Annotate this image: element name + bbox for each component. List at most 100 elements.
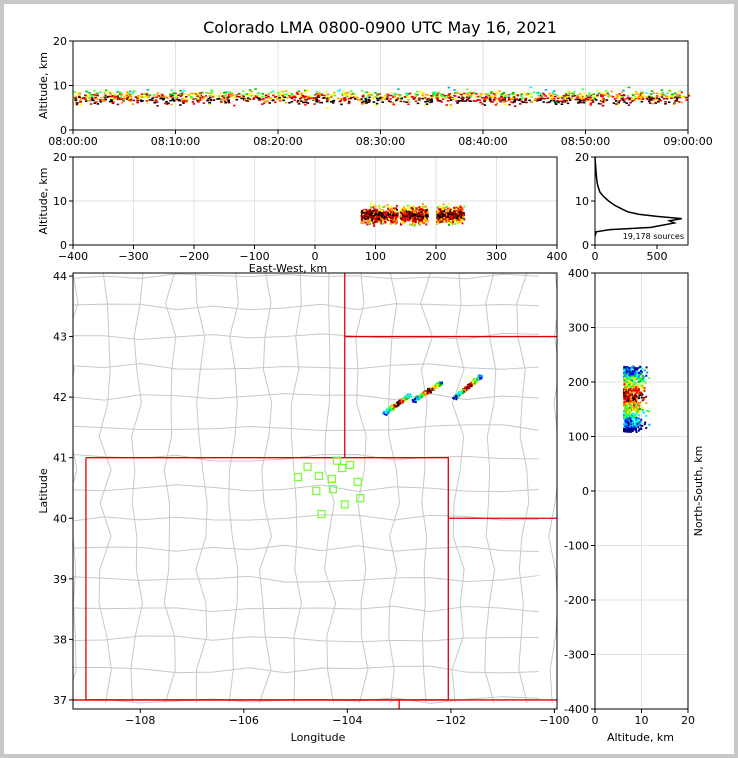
ew-altitude-source: [408, 205, 411, 208]
ew-altitude-source: [411, 208, 414, 211]
time-altitude-source: [667, 90, 670, 93]
altitude-ns-source: [630, 373, 633, 376]
ew-altitude-source: [419, 207, 422, 210]
time-altitude-source: [332, 91, 336, 94]
time-altitude-source: [272, 94, 275, 97]
time-altitude-source: [456, 100, 460, 103]
altitude-ns-source: [637, 406, 640, 409]
time-altitude-source: [209, 96, 212, 99]
time-altitude-source: [120, 93, 124, 95]
time-altitude-source: [337, 97, 340, 100]
time-altitude-source: [376, 99, 380, 102]
time-altitude-source: [126, 96, 129, 99]
time-altitude-source: [227, 95, 231, 97]
time-altitude-source: [493, 96, 497, 99]
time-altitude-source: [211, 96, 215, 99]
time-altitude-source: [112, 98, 115, 101]
altitude-ns-source: [642, 382, 645, 385]
altitude-ns-source: [630, 375, 633, 378]
time-altitude-source: [622, 94, 626, 96]
time-altitude-source: [631, 98, 634, 101]
time-altitude-source: [530, 101, 534, 103]
time-altitude-source: [153, 101, 157, 104]
ew-altitude-source: [461, 214, 464, 217]
storm-source: [386, 410, 389, 413]
time-altitude-source: [189, 96, 193, 98]
time-altitude-source: [563, 101, 567, 103]
county-line: [73, 605, 539, 613]
time-altitude-source: [140, 93, 144, 95]
time-altitude-source: [664, 103, 667, 105]
ew-altitude-source: [457, 205, 460, 208]
time-altitude-source: [356, 96, 359, 99]
ew-altitude-source: [399, 211, 402, 214]
time-altitude-source: [394, 99, 398, 102]
ew-altitude-source: [455, 209, 458, 212]
time-altitude-source: [430, 100, 433, 102]
ew-altitude-source: [367, 216, 370, 219]
time-altitude-source: [114, 97, 118, 100]
time-altitude-source: [674, 93, 678, 96]
county-line: [73, 393, 539, 401]
time-altitude-source: [440, 101, 443, 103]
time-altitude-source: [591, 99, 594, 102]
time-altitude-source: [74, 95, 78, 97]
altitude-ns-source: [627, 392, 630, 395]
altitude-ns-source: [623, 422, 626, 425]
altitude-ns-source: [638, 374, 641, 377]
county-line: [290, 273, 303, 703]
time-altitude-source: [278, 90, 281, 93]
altitude-ns-source: [626, 425, 629, 428]
ew-altitude-source: [375, 221, 378, 224]
time-altitude-source: [367, 98, 371, 101]
time-altitude-source: [262, 97, 265, 100]
ew-altitude-source: [389, 209, 392, 212]
time-altitude-source: [219, 92, 223, 95]
storm-source: [459, 389, 462, 392]
altitude-ns-source: [645, 426, 648, 429]
time-altitude-source: [367, 101, 370, 104]
altitude-ns-source: [626, 410, 629, 413]
time-altitude-source: [90, 96, 94, 99]
ew-altitude-source: [383, 215, 386, 218]
time-altitude-source: [246, 97, 250, 100]
altitude-ns-source: [635, 429, 638, 432]
time-altitude-source: [457, 100, 460, 102]
storm-source: [383, 410, 386, 413]
altitude-ns-source: [624, 394, 627, 397]
altitude-ns-source: [636, 399, 639, 402]
time-altitude-source: [167, 96, 171, 99]
county-line: [388, 273, 401, 703]
time-altitude-source: [611, 95, 615, 98]
time-altitude-source: [581, 88, 585, 91]
time-altitude-source: [576, 94, 580, 96]
storm-sources: [382, 374, 483, 416]
altitude-ns-source: [635, 410, 638, 413]
ew-altitude-source: [369, 219, 372, 222]
altitude-ns-source: [637, 405, 640, 408]
time-altitude-source: [680, 95, 684, 98]
ew-altitude-source: [438, 221, 441, 224]
time-altitude-source: [476, 99, 479, 101]
time-altitude-source: [277, 94, 281, 97]
storm-source: [382, 412, 385, 415]
storm-source: [421, 395, 424, 398]
storm-source: [392, 409, 395, 412]
ew-altitude-source: [374, 213, 377, 216]
time-altitude-source: [655, 95, 659, 97]
time-altitude-source: [88, 92, 91, 94]
storm-source: [463, 390, 466, 393]
time-altitude-source: [639, 98, 643, 101]
ew-altitude-source: [436, 216, 439, 219]
altitude-ns-source: [623, 383, 626, 386]
ew-altitude-source: [390, 206, 393, 209]
time-altitude-source: [181, 91, 184, 94]
altitude-ns-source: [623, 398, 626, 401]
time-altitude-source: [146, 89, 149, 91]
time-altitude-source: [105, 89, 108, 92]
time-altitude-source: [133, 90, 136, 92]
altitude-ns-source: [623, 371, 626, 374]
altitude-ns-source: [629, 400, 632, 403]
altitude-ns-source: [631, 391, 634, 394]
altitude-ns-source: [637, 389, 640, 392]
